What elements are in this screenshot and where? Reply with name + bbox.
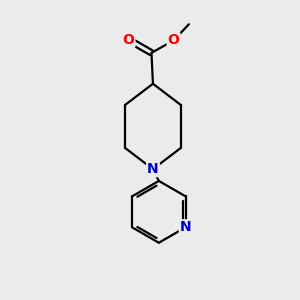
Text: O: O [168,34,179,47]
Text: N: N [180,220,191,234]
Text: N: N [147,162,159,176]
Text: O: O [123,33,134,46]
